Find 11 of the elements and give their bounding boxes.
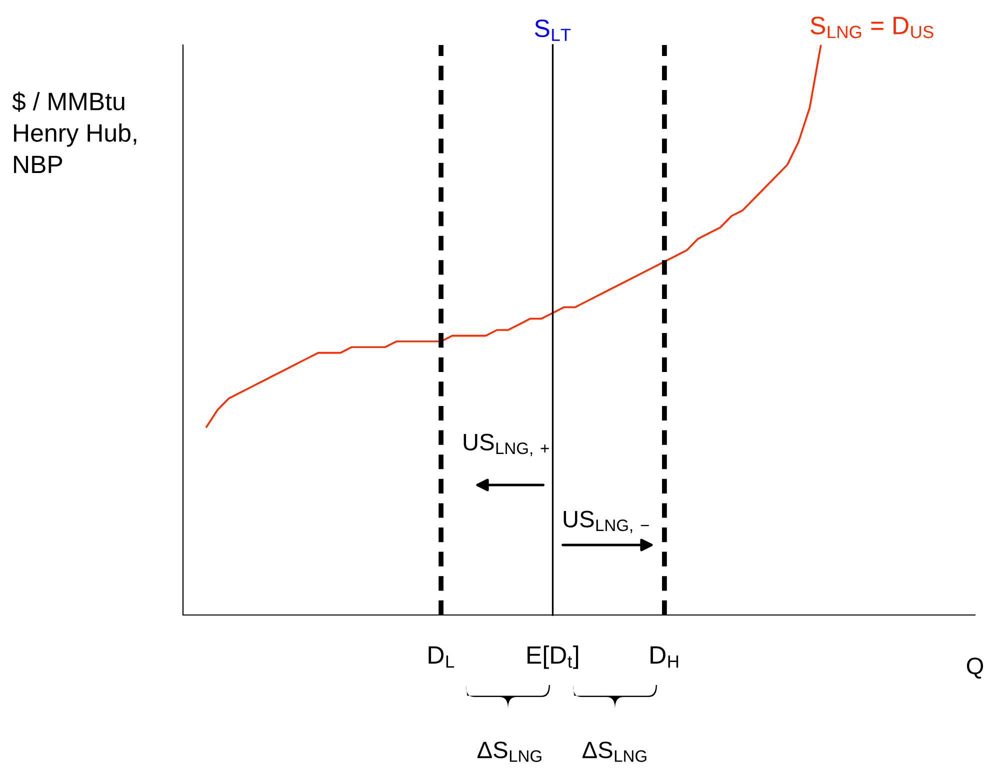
text: Q [966,658,984,679]
x-tick-label: D$_{H}$ [650,646,678,668]
text: ΔS$_{LNG}$ [478,742,542,762]
annotation: US$_{LNG,+}$ [464,434,549,456]
x-tick-label: D$_{L}$ [428,646,454,668]
annotation: US$_{LNG,−}$ [564,510,649,534]
y-axis-title: $ / MMBtu Henry Hub, NBP [12,92,136,174]
series-label: S$_{LNG}$ = D$_{US}$ [810,16,934,38]
x-tick-label: E[D$_{t}$] [528,646,578,669]
text: ΔS$_{LNG}$ [582,742,646,762]
ref-line-label: S$_{LT}$ [534,19,571,41]
